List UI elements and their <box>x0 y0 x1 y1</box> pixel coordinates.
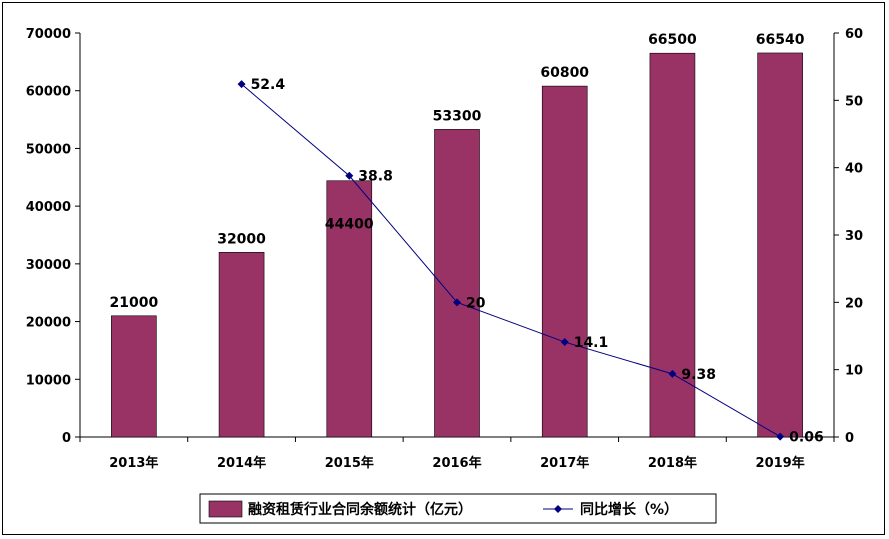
line-point <box>560 338 569 347</box>
line-point <box>668 369 677 378</box>
bar-value-label: 66540 <box>756 32 805 48</box>
legend-box <box>199 493 717 524</box>
line-series <box>237 80 785 441</box>
y-left-tick-label: 60000 <box>26 85 71 100</box>
x-tick-label: 2017年 <box>540 455 589 471</box>
y-right-tick-label: 40 <box>845 162 863 177</box>
legend-label-line: 同比增长（%） <box>580 501 678 518</box>
legend: 融资租赁行业合同余额统计（亿元） 同比增长（%） <box>199 493 717 524</box>
y-right-tick-label: 60 <box>845 27 863 42</box>
growth-line <box>241 83 781 438</box>
line-value-label: 38.8 <box>358 169 393 185</box>
y-right-tick-label: 0 <box>845 431 854 446</box>
y-right-tick-label: 20 <box>845 296 863 311</box>
y-right-tick-label: 10 <box>845 364 863 379</box>
y-left-tick-label: 70000 <box>26 27 71 42</box>
legend-label-bar: 融资租赁行业合同余额统计（亿元） <box>248 501 472 518</box>
x-tick-label: 2013年 <box>109 455 158 471</box>
y-right-tick-label: 30 <box>845 229 863 244</box>
y-left-tick-label: 20000 <box>26 316 71 331</box>
y-right-tick-label: 50 <box>845 94 863 109</box>
bar-series <box>111 52 803 438</box>
bar <box>111 315 157 438</box>
line-point <box>453 298 461 307</box>
line-point <box>776 432 785 441</box>
bar-value-label: 44400 <box>325 217 374 233</box>
y-left-tick-label: 50000 <box>26 142 71 157</box>
bar <box>434 129 480 438</box>
line-value-label: 0.06 <box>789 430 824 446</box>
legend-marker-line <box>554 505 562 513</box>
bar-value-label: 66500 <box>648 32 697 48</box>
bar <box>541 85 588 438</box>
y-left-tick-label: 0 <box>62 431 71 446</box>
line-value-label: 52.4 <box>251 77 286 93</box>
line-value-label: 9.38 <box>681 367 716 383</box>
bar-value-label: 60800 <box>540 65 589 81</box>
bar-value-label: 53300 <box>433 108 482 124</box>
y-left-tick-label: 10000 <box>26 373 71 388</box>
bar-value-label: 32000 <box>217 231 266 247</box>
x-tick-label: 2016年 <box>432 455 481 471</box>
bar <box>757 52 803 438</box>
chart-axes: 0 10000 20000 30000 40000 50000 60000 70000 0 10 2… <box>26 27 863 471</box>
x-tick-label: 2015年 <box>325 455 374 471</box>
line-value-label: 20 <box>466 295 486 311</box>
line-value-label: 14.1 <box>574 335 609 351</box>
bar <box>218 252 265 438</box>
x-tick-label: 2018年 <box>648 455 697 471</box>
legend-swatch-bar <box>208 500 243 518</box>
bar-value-label: 21000 <box>109 295 158 311</box>
line-point <box>237 80 246 89</box>
bar <box>326 180 373 438</box>
y-left-tick-label: 40000 <box>26 200 71 215</box>
data-labels: 21000 32000 44400 53300 60800 66500 66540 52.4 3… <box>109 32 823 446</box>
x-tick-label: 2019年 <box>756 455 805 471</box>
line-point <box>345 171 354 180</box>
y-left-tick-label: 30000 <box>26 258 71 273</box>
x-tick-label: 2014年 <box>217 455 266 471</box>
